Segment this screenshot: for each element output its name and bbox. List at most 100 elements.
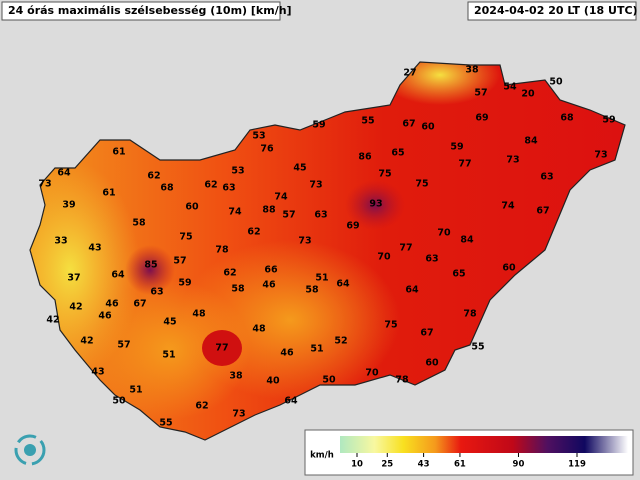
station-value: 77 (399, 243, 412, 254)
station-value: 39 (62, 200, 75, 211)
station-value: 69 (475, 113, 488, 124)
station-value: 70 (437, 228, 451, 239)
station-value: 43 (88, 243, 101, 254)
station-value: 70 (365, 368, 379, 379)
station-value: 20 (521, 89, 535, 100)
station-value: 75 (415, 179, 428, 190)
station-value: 88 (262, 205, 276, 216)
station-value: 67 (536, 206, 549, 217)
station-value: 51 (162, 350, 175, 361)
station-value: 46 (98, 311, 112, 322)
station-value: 63 (540, 172, 553, 183)
station-value: 37 (67, 273, 80, 284)
station-value: 73 (38, 179, 51, 190)
station-value: 76 (260, 144, 274, 155)
station-value: 50 (322, 375, 336, 386)
station-value: 73 (594, 150, 607, 161)
station-value: 74 (228, 207, 242, 218)
station-value: 60 (425, 358, 439, 369)
station-value: 33 (54, 236, 67, 247)
station-value: 51 (310, 344, 323, 355)
station-value: 48 (252, 324, 266, 335)
title-box (1, 1, 281, 21)
station-value: 65 (391, 148, 404, 159)
station-value: 55 (361, 116, 374, 127)
legend-tick-label: 119 (568, 460, 586, 470)
station-value: 69 (346, 221, 359, 232)
legend-tick-label: 43 (418, 460, 430, 470)
station-value: 64 (284, 396, 298, 407)
station-value: 59 (178, 278, 191, 289)
station-value: 61 (102, 188, 115, 199)
station-value: 64 (57, 168, 71, 179)
station-value: 78 (463, 309, 477, 320)
logo (14, 434, 46, 466)
station-value: 53 (252, 131, 265, 142)
station-value: 62 (247, 227, 260, 238)
station-value: 77 (215, 343, 228, 354)
station-value: 38 (229, 371, 243, 382)
legend-tick-label: 90 (513, 460, 525, 470)
station-value: 57 (117, 340, 130, 351)
station-value: 54 (503, 82, 517, 93)
station-value: 67 (133, 299, 146, 310)
station-value: 64 (405, 285, 419, 296)
station-value: 67 (420, 328, 433, 339)
station-value: 64 (336, 279, 350, 290)
station-value: 51 (129, 385, 142, 396)
station-value: 62 (147, 171, 160, 182)
station-value: 55 (159, 418, 172, 429)
station-value: 46 (280, 348, 294, 359)
station-value: 51 (315, 273, 328, 284)
station-value: 27 (403, 68, 416, 79)
station-value: 45 (293, 163, 306, 174)
station-value: 70 (377, 252, 391, 263)
station-value: 63 (314, 210, 327, 221)
station-value: 42 (80, 336, 93, 347)
station-value: 59 (602, 115, 615, 126)
station-value: 86 (358, 152, 372, 163)
timestamp: 2024-04-02 20 LT (18 UTC) (474, 4, 638, 17)
station-value: 57 (474, 88, 487, 99)
station-value: 60 (421, 122, 435, 133)
station-value: 58 (231, 284, 245, 295)
station-value: 75 (179, 232, 192, 243)
station-value: 74 (501, 201, 515, 212)
time-box (467, 1, 637, 21)
station-value: 58 (305, 285, 319, 296)
station-value: 60 (185, 202, 199, 213)
station-value: 68 (560, 113, 574, 124)
station-value: 68 (160, 183, 174, 194)
station-value: 57 (282, 210, 295, 221)
station-value: 59 (312, 120, 325, 131)
station-value: 64 (111, 270, 125, 281)
station-value: 75 (384, 320, 397, 331)
station-value: 42 (46, 315, 59, 326)
station-value: 52 (334, 336, 347, 347)
station-value: 62 (195, 401, 208, 412)
station-value: 74 (274, 192, 288, 203)
station-value: 73 (298, 236, 311, 247)
legend-tick-label: 10 (351, 460, 363, 470)
station-value: 40 (266, 376, 280, 387)
station-value: 61 (112, 147, 125, 158)
station-value: 66 (264, 265, 278, 276)
station-value: 55 (471, 342, 484, 353)
colorbar (340, 436, 628, 453)
station-value: 60 (502, 263, 516, 274)
title: 24 órás maximális szélsebesség (10m) [km… (8, 4, 292, 17)
station-value: 78 (215, 245, 229, 256)
station-value: 73 (309, 180, 322, 191)
station-value: 50 (549, 77, 563, 88)
station-value: 84 (460, 235, 474, 246)
station-value: 57 (173, 256, 186, 267)
station-value: 46 (105, 299, 119, 310)
station-value: 85 (144, 260, 157, 271)
station-value: 63 (425, 254, 438, 265)
station-value: 42 (69, 302, 82, 313)
station-value: 53 (231, 166, 244, 177)
station-value: 77 (458, 159, 471, 170)
station-value: 50 (112, 396, 126, 407)
station-value: 46 (262, 280, 276, 291)
